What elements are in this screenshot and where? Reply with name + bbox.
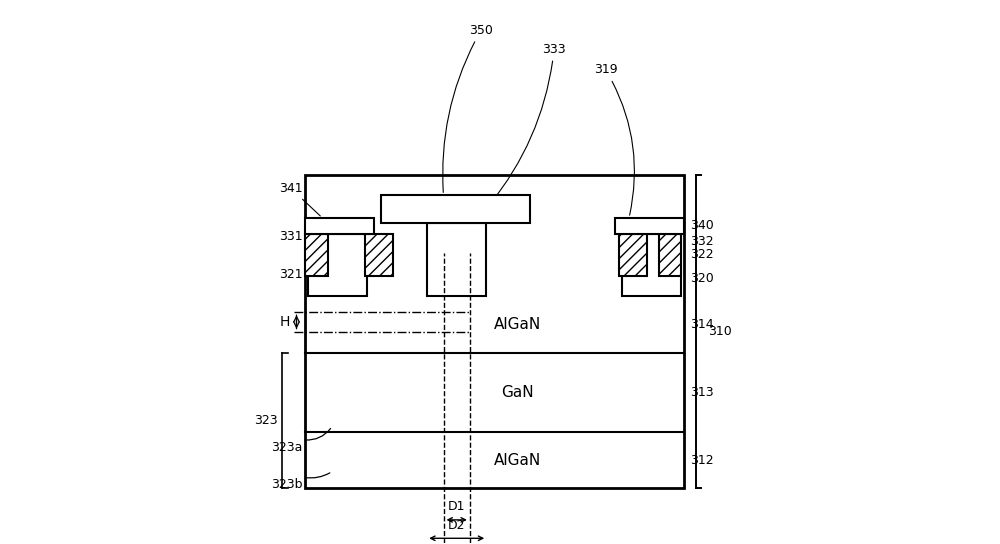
- Text: 314: 314: [691, 318, 714, 331]
- Text: 313: 313: [691, 386, 714, 399]
- Bar: [622, 234, 681, 296]
- Text: 332: 332: [691, 235, 714, 248]
- Bar: [619, 234, 647, 276]
- Bar: [365, 234, 393, 276]
- Text: D2: D2: [448, 519, 465, 532]
- Text: 310: 310: [708, 325, 732, 338]
- Bar: [659, 234, 681, 276]
- Text: AlGaN: AlGaN: [494, 317, 541, 332]
- Bar: [381, 195, 530, 223]
- Text: 341: 341: [279, 182, 320, 216]
- Text: 323: 323: [254, 415, 278, 428]
- Bar: [427, 223, 486, 296]
- Text: 323a: 323a: [271, 441, 302, 454]
- Bar: [305, 234, 328, 276]
- Text: H: H: [279, 315, 290, 329]
- Text: 331: 331: [279, 230, 314, 254]
- Bar: [615, 218, 684, 234]
- Text: 333: 333: [490, 42, 566, 204]
- Bar: [305, 218, 374, 234]
- Text: 350: 350: [443, 23, 493, 193]
- Text: 321: 321: [279, 268, 312, 281]
- Text: GaN: GaN: [501, 385, 534, 400]
- Bar: [308, 234, 367, 296]
- Text: 312: 312: [691, 454, 714, 467]
- Text: 322: 322: [691, 248, 714, 261]
- Text: AlGaN: AlGaN: [494, 453, 541, 468]
- Text: 323b: 323b: [271, 478, 302, 491]
- Text: 320: 320: [691, 273, 714, 286]
- Text: D1: D1: [448, 500, 465, 514]
- Text: 340: 340: [691, 219, 714, 232]
- Text: 319: 319: [594, 63, 634, 215]
- Bar: [305, 175, 684, 489]
